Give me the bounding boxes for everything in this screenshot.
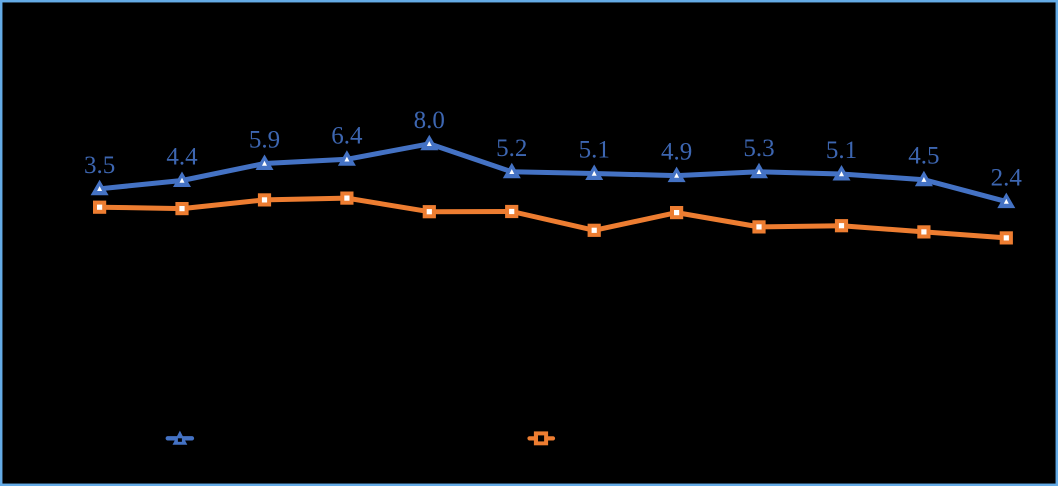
svg-text:4.4: 4.4 (166, 144, 198, 171)
svg-text:6.4: 6.4 (331, 122, 363, 149)
svg-text:3.5: 3.5 (84, 152, 115, 179)
svg-text:2.4: 2.4 (991, 165, 1023, 192)
svg-text:5.9: 5.9 (249, 127, 280, 154)
svg-text:4.5: 4.5 (908, 143, 939, 170)
svg-text:5.1: 5.1 (826, 137, 857, 164)
svg-text:4.9: 4.9 (661, 139, 692, 166)
svg-text:5.1: 5.1 (579, 137, 610, 164)
svg-text:5.3: 5.3 (743, 135, 774, 162)
svg-text:5.2: 5.2 (496, 135, 527, 162)
svg-text:8.0: 8.0 (414, 107, 445, 134)
